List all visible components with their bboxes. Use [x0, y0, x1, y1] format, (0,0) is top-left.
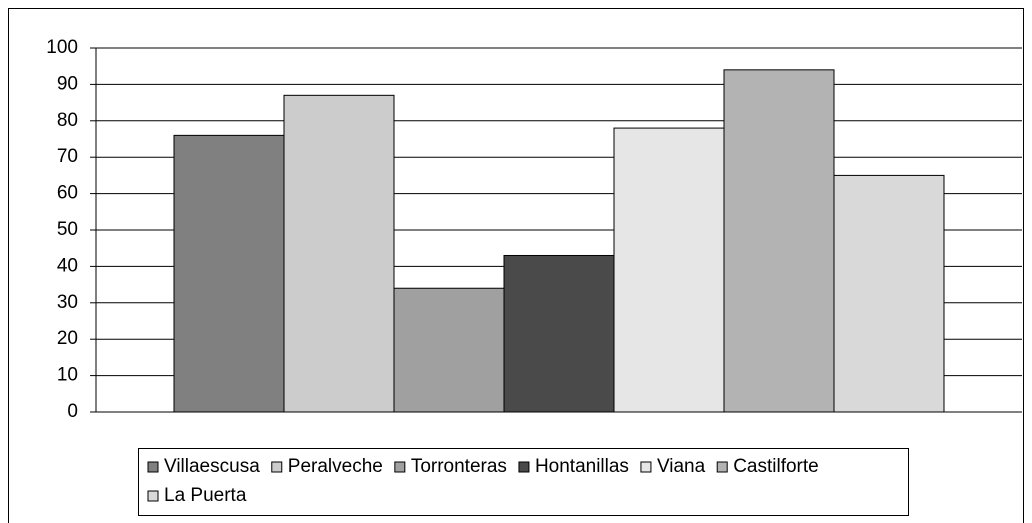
y-tick-label: 50 [57, 219, 78, 240]
legend-label: Torronteras [411, 456, 507, 477]
bar [723, 69, 835, 413]
legend-swatch [640, 461, 652, 473]
legend-box [138, 448, 909, 516]
y-tick-label: 100 [46, 37, 78, 58]
y-tick-label: 40 [57, 255, 78, 276]
y-tick-label: 90 [57, 73, 78, 94]
legend-label: Peralveche [288, 456, 383, 477]
y-tick-label: 30 [57, 292, 78, 313]
y-tick-label: 10 [57, 365, 78, 386]
legend-swatch [147, 461, 159, 473]
legend-swatch [518, 461, 530, 473]
legend-swatch [394, 461, 406, 473]
y-tick-label: 60 [57, 183, 78, 204]
y-tick-label: 20 [57, 328, 78, 349]
bar [613, 127, 725, 413]
legend-label: Viana [657, 456, 706, 477]
bar [833, 174, 945, 413]
bar [283, 94, 395, 413]
legend-label: La Puerta [164, 485, 247, 506]
legend-swatch [271, 461, 283, 473]
bar [173, 134, 285, 413]
bar [503, 254, 615, 413]
legend-label: Hontanillas [535, 456, 629, 477]
legend-swatch [716, 461, 728, 473]
bar [393, 287, 505, 413]
legend-swatch [147, 490, 159, 502]
y-tick-label: 80 [57, 110, 78, 131]
y-tick-label: 0 [67, 401, 78, 422]
legend-label: Castilforte [733, 456, 819, 477]
legend-label: Villaescusa [164, 456, 260, 477]
y-tick-label: 70 [57, 146, 78, 167]
